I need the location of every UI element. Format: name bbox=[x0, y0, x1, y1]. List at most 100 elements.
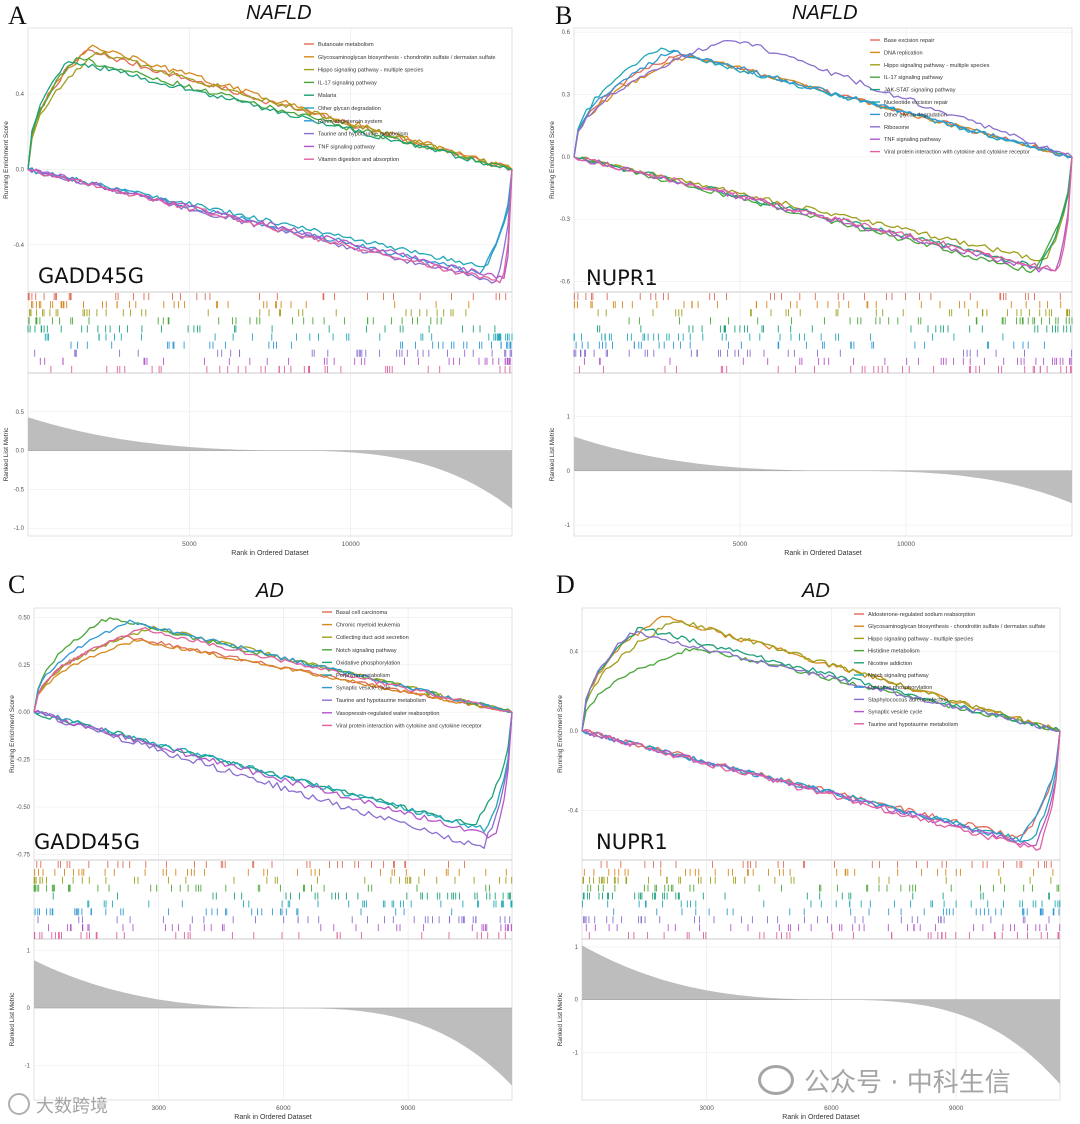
panel-d: D AD NUPR1 -0.4 0.0 0.4 -1 0 1 3000 6000 9000 Run… bbox=[540, 564, 1080, 1124]
legend-label: Base excision repair bbox=[884, 38, 935, 44]
metric-tick-label: -1 bbox=[25, 1064, 31, 1070]
legend-label: Oxidative phosphorylation bbox=[336, 660, 400, 666]
metric-tick-label: -1.0 bbox=[14, 526, 25, 532]
es-tick-label: -0.50 bbox=[16, 805, 30, 811]
legend-label: IL-17 signaling pathway bbox=[318, 80, 377, 86]
metric-tick-label: -0.5 bbox=[14, 487, 25, 493]
x-tick-label: 3000 bbox=[699, 1105, 714, 1112]
watermark-left: 大数跨境 bbox=[8, 1092, 108, 1118]
es-curve-line bbox=[27, 60, 512, 171]
es-curve-line bbox=[573, 50, 1073, 159]
es-tick-label: -0.4 bbox=[568, 808, 579, 814]
watermark-right: 公众号 · 中科生信 bbox=[758, 1062, 1011, 1099]
plot-frame bbox=[33, 607, 513, 1101]
es-curve-line bbox=[581, 730, 1061, 839]
metric-axis-title: Ranked List Metric bbox=[9, 992, 16, 1047]
es-curve-line bbox=[581, 647, 1061, 732]
x-tick-label: 5000 bbox=[182, 541, 197, 548]
es-curve-line bbox=[581, 626, 1061, 732]
plot-frame bbox=[573, 27, 1073, 537]
legend-label: IL-17 signaling pathway bbox=[884, 75, 943, 81]
es-tick-label: 0.6 bbox=[562, 30, 571, 36]
legend-label: Malaria bbox=[318, 93, 337, 99]
legend-label: Basal cell carcinoma bbox=[336, 610, 388, 616]
es-curve-line bbox=[33, 639, 513, 713]
metric-tick-label: 0 bbox=[567, 469, 571, 475]
es-curve-line bbox=[573, 156, 1073, 262]
es-tick-label: -0.75 bbox=[16, 852, 30, 858]
x-axis-title: Rank in Ordered Dataset bbox=[784, 550, 861, 557]
es-curve-line bbox=[581, 630, 1061, 732]
es-curve-line bbox=[33, 709, 513, 839]
plot-frame bbox=[27, 27, 513, 537]
x-tick-label: 6000 bbox=[276, 1105, 291, 1112]
x-tick-label: 9000 bbox=[949, 1105, 964, 1112]
watermark-logo-icon bbox=[8, 1093, 30, 1115]
legend-label: TNF signaling pathway bbox=[318, 144, 375, 150]
metric-tick-label: 0.0 bbox=[16, 449, 25, 455]
plot-frame bbox=[581, 607, 1061, 1101]
legend-label: Taurine and hypotaurine metabolism bbox=[318, 132, 409, 138]
es-curve-line bbox=[27, 51, 513, 170]
legend-label: JAK-STAT signaling pathway bbox=[884, 88, 956, 94]
gene-label: GADD45G bbox=[38, 264, 144, 288]
metric-tick-label: 0 bbox=[27, 1006, 31, 1012]
es-tick-label: 0.0 bbox=[16, 167, 25, 173]
metric-tick-label: 1 bbox=[575, 945, 579, 951]
legend-label: Collecting duct acid secretion bbox=[336, 635, 409, 641]
metric-axis-title: Ranked List Metric bbox=[557, 992, 564, 1047]
panel-title: AD bbox=[256, 580, 284, 602]
legend-label: Synaptic vesicle cycle bbox=[868, 710, 922, 716]
es-tick-label: -0.3 bbox=[560, 217, 571, 223]
legend-label: Synaptic vesicle cycle bbox=[336, 686, 390, 692]
es-curve-line bbox=[573, 156, 1073, 272]
es-tick-label: 0.3 bbox=[562, 93, 571, 99]
legend-label: Chronic myeloid leukemia bbox=[336, 623, 401, 629]
watermark-left-text: 大数跨境 bbox=[36, 1096, 108, 1117]
panel-label: B bbox=[555, 1, 573, 30]
legend-label: Vasopressin-regulated water reabsorption bbox=[336, 711, 439, 717]
legend-label: Nucleotide excision repair bbox=[884, 100, 948, 106]
x-tick-label: 3000 bbox=[151, 1105, 166, 1112]
legend-label: Hippo signaling pathway - multiple speci… bbox=[318, 68, 424, 74]
es-tick-label: -0.4 bbox=[14, 243, 25, 249]
gsea-chart: -0.75 -0.50 -0.25 0.00 0.25 0.50 -1 0 1 3000 6000 9… bbox=[9, 607, 513, 1121]
x-axis-title: Rank in Ordered Dataset bbox=[234, 1114, 311, 1121]
legend-label: DNA replication bbox=[884, 50, 923, 56]
es-tick-label: -0.6 bbox=[560, 280, 571, 286]
panel-title: NAFLD bbox=[246, 2, 312, 24]
metric-axis-title: Ranked List Metric bbox=[549, 427, 556, 482]
x-tick-label: 9000 bbox=[401, 1105, 416, 1112]
panel-b: B NAFLD NUPR1 -0.6 -0.3 0.0 0.3 0.6 -1 0 1 5000 1… bbox=[540, 0, 1080, 560]
legend-label: Notch signaling pathway bbox=[336, 648, 397, 654]
es-tick-label: 0.0 bbox=[562, 155, 571, 161]
gsea-chart: -0.4 0.0 0.4 -1 0 1 3000 6000 9000 Running Enrich… bbox=[557, 607, 1061, 1121]
gene-label: NUPR1 bbox=[586, 266, 658, 290]
legend-label: Porphyrin metabolism bbox=[336, 673, 390, 679]
es-curve-line bbox=[581, 728, 1061, 851]
es-axis-title: Running Enrichment Score bbox=[9, 695, 16, 773]
panel-c: C AD GADD45G -0.75 -0.50 -0.25 0.00 0.25 0.50… bbox=[0, 564, 540, 1124]
x-axis-title: Rank in Ordered Dataset bbox=[231, 550, 308, 557]
es-curve-line bbox=[33, 619, 513, 713]
x-axis-title: Rank in Ordered Dataset bbox=[782, 1114, 859, 1121]
es-curve-line bbox=[27, 168, 513, 268]
ranked-metric-area bbox=[582, 945, 1060, 1085]
panel-label: C bbox=[8, 570, 26, 599]
ranked-metric-area bbox=[28, 417, 512, 509]
legend-label: Viral protein interaction with cytokine … bbox=[336, 723, 482, 729]
legend-label: Staphylococcus aureus infection bbox=[868, 697, 948, 703]
legend-label: Hippo signaling pathway - multiple speci… bbox=[884, 63, 990, 69]
gene-label: NUPR1 bbox=[596, 830, 668, 854]
gsea-chart: -0.6 -0.3 0.0 0.3 0.6 -1 0 1 5000 10000 Running En… bbox=[549, 27, 1073, 557]
gene-label: GADD45G bbox=[34, 830, 140, 854]
es-curve-line bbox=[33, 626, 513, 713]
legend-label: Vitamin digestion and absorption bbox=[318, 157, 399, 163]
ranked-metric-area bbox=[574, 436, 1072, 504]
metric-tick-label: 0.5 bbox=[16, 410, 25, 416]
legend-label: Butanoate metabolism bbox=[318, 42, 374, 48]
x-tick-label: 10000 bbox=[897, 541, 915, 548]
es-axis-title: Running Enrichment Score bbox=[557, 695, 564, 773]
legend-label: Aldosterone-regulated sodium reabsorptio… bbox=[868, 612, 975, 618]
legend-label: Taurine and hypotaurine metabolism bbox=[336, 698, 427, 704]
